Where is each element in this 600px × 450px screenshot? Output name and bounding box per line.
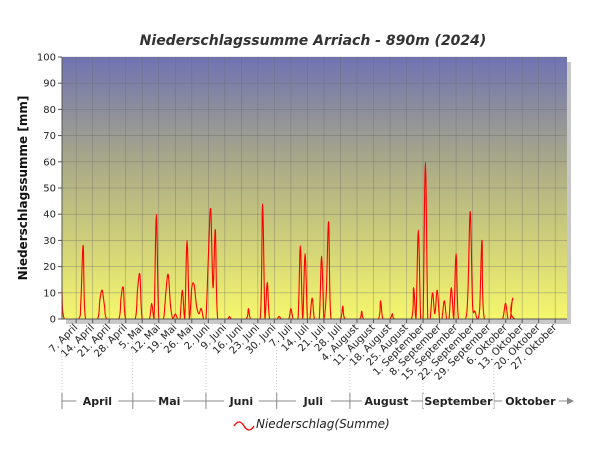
legend-line-swatch <box>233 421 255 431</box>
y-tick-label: 100 <box>37 53 56 64</box>
month-label: April <box>83 395 112 408</box>
y-tick-label: 80 <box>43 105 56 116</box>
y-axis-ticks: 0 10 20 30 40 50 60 70 80 90 100 <box>37 53 62 326</box>
month-label-bg <box>155 394 184 408</box>
y-tick-label: 90 <box>43 79 56 90</box>
month-label: Juni <box>229 395 254 408</box>
y-tick-label: 30 <box>43 236 56 247</box>
month-label: August <box>365 395 409 408</box>
month-label-bg <box>423 394 494 408</box>
y-tick-label: 0 <box>50 315 56 326</box>
y-tick-label: 70 <box>43 131 56 142</box>
month-label: Mai <box>158 395 180 408</box>
grid-vertical <box>75 57 556 319</box>
month-label-bg <box>502 394 559 408</box>
month-label: Juli <box>303 395 323 408</box>
y-tick-label: 50 <box>43 184 56 195</box>
month-label-bg <box>76 394 119 408</box>
y-axis-label: Niederschlagssumme [mm] <box>16 96 30 281</box>
month-label-bg <box>295 394 331 408</box>
month-axis-arrow-icon <box>567 397 574 405</box>
month-axis: April Mai Juni Juli August September Oktober <box>61 341 574 409</box>
legend: Niederschlag(Summe) <box>233 417 390 431</box>
month-label-bg <box>361 394 412 408</box>
y-tick-label: 40 <box>43 210 56 221</box>
legend-label: Niederschlag(Summe) <box>256 417 390 431</box>
y-tick-label: 10 <box>43 288 56 299</box>
grid-horizontal <box>62 56 567 294</box>
month-label: September <box>424 395 493 408</box>
month-label: Oktober <box>505 395 556 408</box>
y-tick-label: 20 <box>43 262 56 273</box>
chart-title: Niederschlagssumme Arriach - 890m (2024) <box>140 33 487 49</box>
y-tick-label: 60 <box>43 157 56 168</box>
month-label-bg <box>223 394 259 408</box>
